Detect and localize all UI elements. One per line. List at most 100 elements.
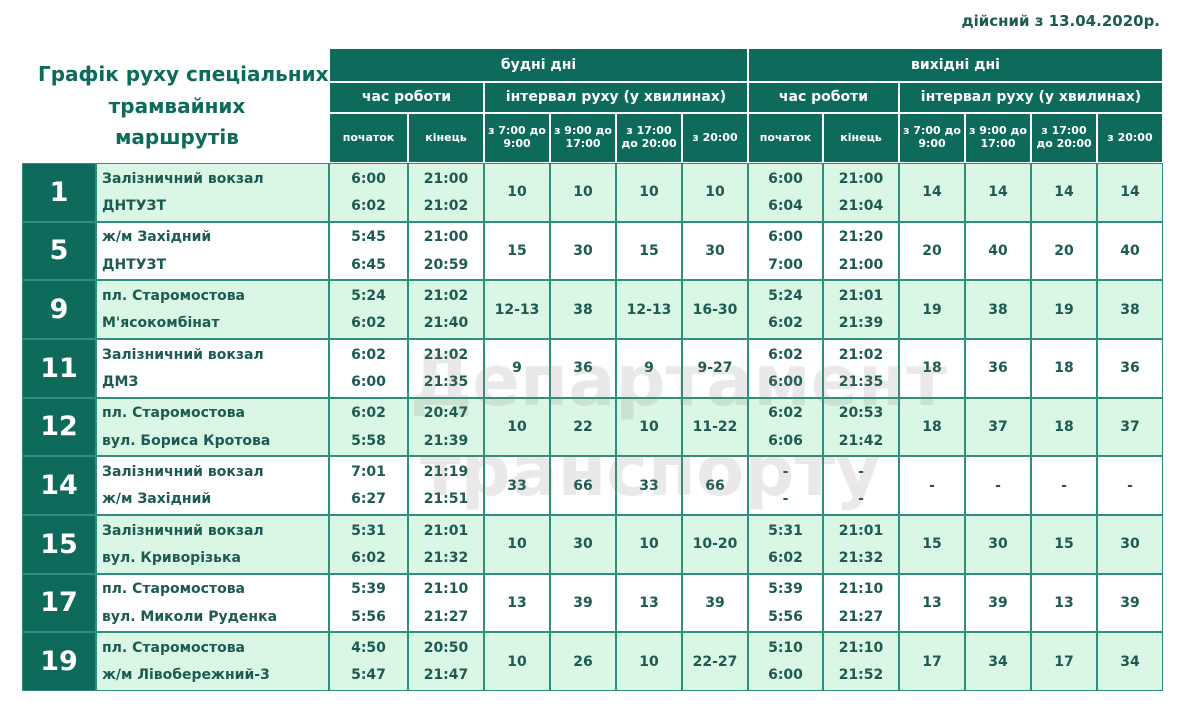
time-cell xyxy=(748,339,823,398)
interval-cell: 39 xyxy=(965,573,1031,633)
time: 21:10 xyxy=(838,639,884,656)
interval-cell: 33 xyxy=(484,456,550,515)
interval-cell: 17 xyxy=(899,632,965,691)
stop-name: Залізничний вокзал xyxy=(102,522,264,539)
route-number: 11 xyxy=(22,339,96,398)
interval-cell: 30 xyxy=(1097,515,1163,574)
time: 4:50 xyxy=(351,639,386,656)
interval-cell: 13 xyxy=(616,573,682,633)
time: 6:02 xyxy=(351,549,386,566)
interval-cell: 13 xyxy=(1031,573,1097,633)
time: 21:32 xyxy=(838,549,884,566)
time: 21:04 xyxy=(838,197,884,214)
time: - xyxy=(858,463,864,480)
time-cell xyxy=(823,221,899,281)
time: 6:02 xyxy=(351,315,386,332)
effective-date: дійсний з 13.04.2020р. xyxy=(961,12,1160,30)
interval-cell: 39 xyxy=(1097,573,1163,633)
route-number: 9 xyxy=(22,280,96,339)
time: 21:51 xyxy=(423,491,469,508)
time-cell xyxy=(329,280,408,339)
interval-cell: 30 xyxy=(550,221,616,281)
interval-cell: 34 xyxy=(965,632,1031,691)
time: 21:01 xyxy=(838,287,884,304)
interval-cell: 37 xyxy=(965,397,1031,457)
stop-name: ж/м Західний xyxy=(102,229,212,246)
stop-name: Залізничний вокзал xyxy=(102,170,264,187)
time-cell xyxy=(329,397,408,457)
title-line: маршрутів xyxy=(115,125,239,149)
time-cell xyxy=(823,397,899,457)
stop-name: Залізничний вокзал xyxy=(102,463,264,480)
time: 6:00 xyxy=(768,229,803,246)
title-line: трамвайних xyxy=(108,94,246,118)
header-cell: час роботи xyxy=(329,82,484,113)
stop-name: вул. Бориса Кротова xyxy=(102,432,271,449)
interval-cell: 10 xyxy=(616,397,682,457)
time-cell xyxy=(408,515,484,574)
time: 5:39 xyxy=(768,581,803,598)
header-cell: початок xyxy=(748,113,823,163)
time: 6:04 xyxy=(768,197,803,214)
stop-name: ж/м Західний xyxy=(102,491,212,508)
stops-cell xyxy=(96,632,329,691)
time-cell xyxy=(329,515,408,574)
route-number: 15 xyxy=(22,515,96,574)
time: 6:02 xyxy=(351,346,386,363)
interval-cell: 15 xyxy=(616,221,682,281)
interval-cell: - xyxy=(965,456,1031,515)
time: 6:00 xyxy=(768,667,803,684)
time: 21:02 xyxy=(423,346,469,363)
header-cell: кінець xyxy=(408,113,484,163)
stop-name: ж/м Лівобережний-3 xyxy=(102,667,270,684)
time-cell xyxy=(408,456,484,515)
header-cell: кінець xyxy=(823,113,899,163)
time-cell xyxy=(748,515,823,574)
interval-cell: 10 xyxy=(484,163,550,222)
interval-cell: 20 xyxy=(899,221,965,281)
interval-cell: 36 xyxy=(550,339,616,398)
interval-cell: 40 xyxy=(1097,221,1163,281)
time: 21:35 xyxy=(838,373,884,390)
interval-cell: 14 xyxy=(899,163,965,222)
time: 6:00 xyxy=(351,373,386,390)
interval-cell: - xyxy=(1031,456,1097,515)
time: 21:40 xyxy=(423,315,469,332)
route-number: 14 xyxy=(22,456,96,515)
header-cell: будні дні xyxy=(329,48,748,82)
route-number: 1 xyxy=(22,163,96,222)
time: 20:59 xyxy=(423,256,469,273)
time-cell xyxy=(823,456,899,515)
header-cell: початок xyxy=(329,113,408,163)
time: 21:01 xyxy=(423,522,469,539)
header-cell: з 17:00 до 20:00 xyxy=(1031,113,1097,163)
header-cell: з 9:00 до 17:00 xyxy=(965,113,1031,163)
interval-cell: 9 xyxy=(616,339,682,398)
time: 21:01 xyxy=(838,522,884,539)
interval-cell: 10 xyxy=(616,632,682,691)
time-cell xyxy=(748,573,823,633)
time: 21:10 xyxy=(423,581,469,598)
interval-cell: 18 xyxy=(1031,339,1097,398)
header-cell: час роботи xyxy=(748,82,899,113)
time: 21:02 xyxy=(423,287,469,304)
interval-cell: 36 xyxy=(1097,339,1163,398)
interval-cell: 10 xyxy=(484,632,550,691)
interval-cell: 22 xyxy=(550,397,616,457)
time: 21:39 xyxy=(423,432,469,449)
interval-cell: 17 xyxy=(1031,632,1097,691)
time-cell xyxy=(408,280,484,339)
interval-cell: 39 xyxy=(682,573,748,633)
interval-cell: 18 xyxy=(899,397,965,457)
interval-cell: 10-20 xyxy=(682,515,748,574)
header-cell: вихідні дні xyxy=(748,48,1163,82)
stop-name: ДНТУЗТ xyxy=(102,197,167,214)
header-cell: з 20:00 xyxy=(1097,113,1163,163)
time: 5:39 xyxy=(351,581,386,598)
time: - xyxy=(782,491,789,508)
time-cell xyxy=(329,339,408,398)
interval-cell: 9-27 xyxy=(682,339,748,398)
time-cell xyxy=(329,632,408,691)
header-cell: з 7:00 до 9:00 xyxy=(484,113,550,163)
